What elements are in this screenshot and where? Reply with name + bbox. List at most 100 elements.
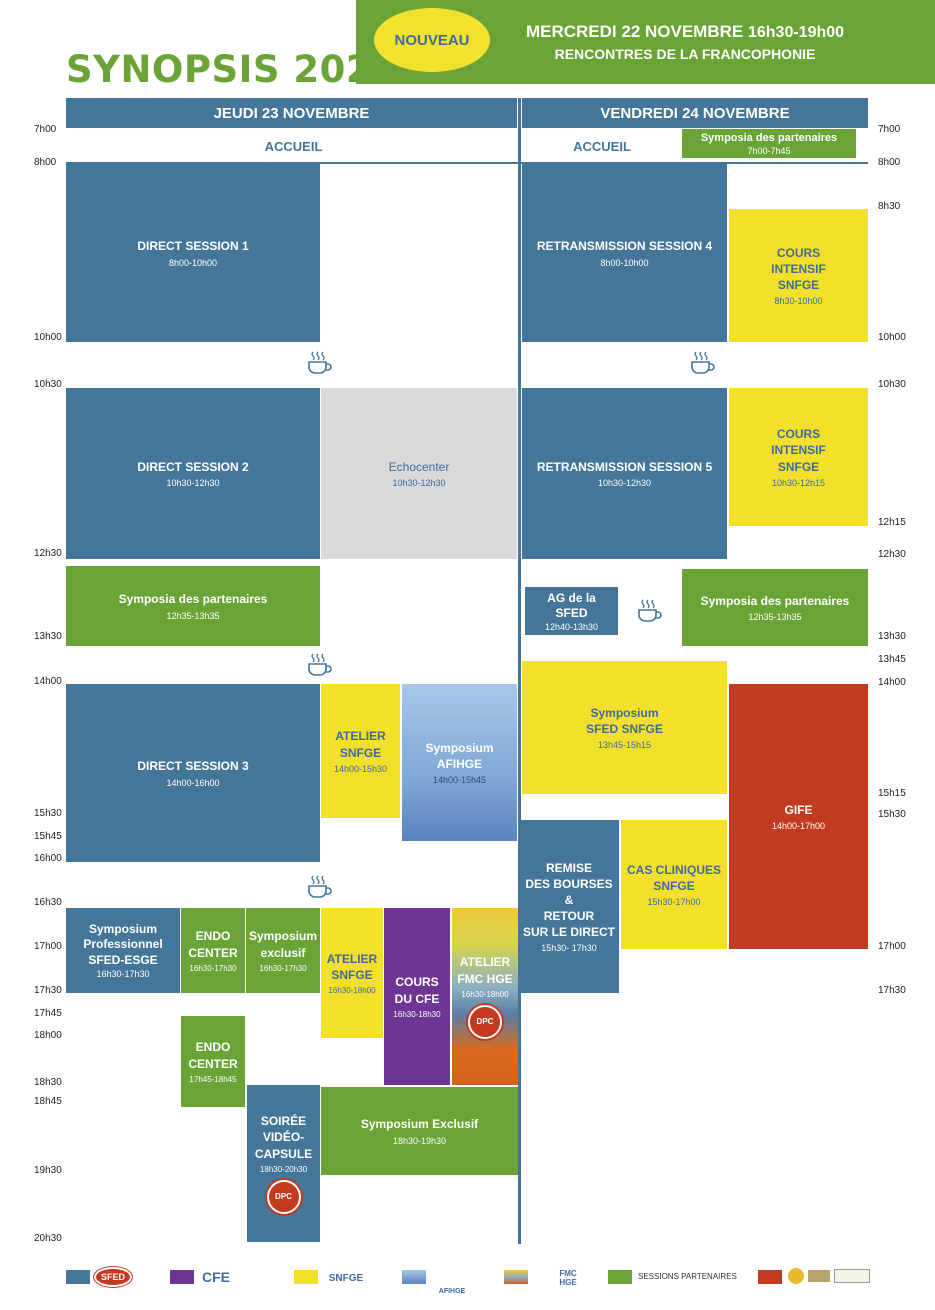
block-name: Symposia des partenaires bbox=[700, 131, 838, 144]
friday-accueil: ACCUEIL bbox=[573, 139, 631, 154]
time-label: 13h30 bbox=[878, 631, 906, 642]
block-name: DIRECT SESSION 1 bbox=[137, 239, 249, 254]
event-date: MERCREDI 22 NOVEMBRE 16h30-19h00 bbox=[495, 22, 875, 42]
legend-swatch-snfge bbox=[294, 1270, 318, 1284]
block-time: 14h00-15h30 bbox=[333, 763, 388, 774]
block-time: 12h35-13h35 bbox=[166, 610, 220, 621]
partner-logo-icon bbox=[808, 1270, 830, 1282]
block-name: Symposia des partenaires bbox=[700, 593, 850, 608]
time-label: 18h45 bbox=[34, 1096, 62, 1107]
direct-session-1[interactable]: DIRECT SESSION 1 8h00-10h00 bbox=[66, 164, 320, 342]
time-label: 10h30 bbox=[34, 379, 62, 390]
legend: SFED CFE SNFGE AFIHGE FMC HGE SESSIONS P… bbox=[66, 1265, 870, 1295]
block-time: 16h30-18h30 bbox=[393, 1009, 441, 1019]
block-name: Symposium SFED SNFGE bbox=[586, 705, 663, 736]
friday-header: VENDREDI 24 NOVEMBRE bbox=[522, 98, 868, 128]
symposium-sfed-esge[interactable]: Symposium Professionnel SFED-ESGE 16h30-… bbox=[66, 908, 180, 993]
thursday-accueil: ACCUEIL bbox=[264, 139, 323, 154]
time-label: 18h30 bbox=[34, 1077, 62, 1088]
block-time: 12h40-13h30 bbox=[544, 621, 599, 632]
block-time: 8h30-10h00 bbox=[774, 296, 823, 307]
time-label: 8h30 bbox=[878, 201, 901, 212]
time-label: 17h45 bbox=[34, 1008, 62, 1019]
coffee-cup-icon bbox=[691, 351, 715, 374]
time-label: 10h30 bbox=[878, 379, 906, 390]
atelier-fmc-hge[interactable]: ATELIER FMC HGE 16h30-18h00 DPC bbox=[452, 908, 518, 1085]
cours-intensif-snfge-1[interactable]: COURS INTENSIF SNFGE 8h30-10h00 bbox=[729, 209, 868, 342]
page-title: SYNOPSIS 2023 bbox=[66, 48, 399, 91]
endo-center-2[interactable]: ENDO CENTER 17h45-18h45 bbox=[181, 1016, 245, 1107]
soiree-video-capsule[interactable]: SOIRÉE VIDÉO- CAPSULE 18h30-20h30 DPC bbox=[247, 1085, 320, 1242]
symposium-afihge[interactable]: Symposium AFIHGE 14h00-15h45 bbox=[402, 684, 517, 841]
cfe-logo: CFE bbox=[202, 1269, 230, 1285]
block-name: ENDO CENTER bbox=[188, 1040, 238, 1071]
block-time: 12h35-13h35 bbox=[748, 612, 802, 623]
friday-symposia-noon[interactable]: Symposia des partenaires 12h35-13h35 bbox=[682, 569, 868, 646]
block-name: GIFE bbox=[784, 802, 813, 817]
time-label: 8h00 bbox=[34, 157, 57, 168]
block-name: Symposium exclusif bbox=[248, 929, 317, 960]
block-name: ATELIER SNFGE bbox=[326, 951, 378, 982]
direct-session-3[interactable]: DIRECT SESSION 3 14h00-16h00 bbox=[66, 684, 320, 862]
legend-swatch-afihge bbox=[402, 1270, 426, 1284]
gife[interactable]: GIFE 14h00-17h00 bbox=[729, 684, 868, 949]
block-time: 10h30-12h30 bbox=[166, 478, 220, 489]
afihge-logo: AFIHGE bbox=[438, 1288, 466, 1295]
symposium-sfed-snfge[interactable]: Symposium SFED SNFGE 13h45-15h15 bbox=[522, 661, 727, 794]
remise-des-bourses[interactable]: REMISE DES BOURSES & RETOUR SUR LE DIREC… bbox=[519, 820, 619, 993]
symposium-exclusif-2[interactable]: Symposium Exclusif 18h30-19h30 bbox=[321, 1087, 518, 1175]
coffee-cup-icon bbox=[308, 351, 332, 374]
coffee-cup-icon bbox=[308, 875, 332, 898]
block-time: 16h30-18h00 bbox=[461, 989, 509, 999]
time-label: 14h00 bbox=[878, 677, 906, 688]
legend-swatch-fmc bbox=[504, 1270, 528, 1284]
echocenter[interactable]: Echocenter 10h30-12h30 bbox=[321, 388, 517, 559]
atelier-snfge-1[interactable]: ATELIER SNFGE 14h00-15h30 bbox=[321, 684, 400, 818]
time-label: 17h30 bbox=[34, 985, 62, 996]
block-name: Symposia des partenaires bbox=[118, 592, 268, 607]
dpc-badge: DPC bbox=[468, 1004, 502, 1039]
event-subtitle: RENCONTRES DE LA FRANCOPHONIE bbox=[554, 46, 816, 62]
legend-swatch-gife bbox=[758, 1270, 782, 1284]
time-label: 12h15 bbox=[878, 517, 906, 528]
thursday-symposia-partenaires[interactable]: Symposia des partenaires 12h35-13h35 bbox=[66, 566, 320, 646]
block-time: 8h00-10h00 bbox=[600, 257, 649, 268]
time-label: 15h15 bbox=[878, 788, 906, 799]
block-name: DIRECT SESSION 3 bbox=[137, 759, 249, 774]
block-name: ATELIER SNFGE bbox=[335, 729, 386, 760]
retransmission-session-4[interactable]: RETRANSMISSION SESSION 4 8h00-10h00 bbox=[522, 164, 727, 342]
block-time: 8h00-10h00 bbox=[168, 257, 218, 268]
legend-partners-label: SESSIONS PARTENAIRES bbox=[638, 1272, 737, 1281]
friday-symposia-morning[interactable]: Symposia des partenaires 7h00-7h45 bbox=[682, 129, 856, 158]
legend-swatch-cfe bbox=[170, 1270, 194, 1284]
time-label: 10h00 bbox=[878, 332, 906, 343]
cours-intensif-snfge-2[interactable]: COURS INTENSIF SNFGE 10h30-12h15 bbox=[729, 388, 868, 526]
time-label: 17h30 bbox=[878, 985, 906, 996]
legend-swatch-partners bbox=[608, 1270, 632, 1284]
block-name: COURS INTENSIF SNFGE bbox=[771, 245, 826, 293]
cours-du-cfe[interactable]: COURS DU CFE 16h30-18h30 bbox=[384, 908, 450, 1085]
retransmission-session-5[interactable]: RETRANSMISSION SESSION 5 10h30-12h30 bbox=[522, 388, 727, 559]
legend-swatch-sfed bbox=[66, 1270, 90, 1284]
block-time: 10h30-12h30 bbox=[597, 478, 652, 489]
snfge-logo: SNFGE bbox=[328, 1272, 364, 1284]
symposium-exclusif-1[interactable]: Symposium exclusif 16h30-17h30 bbox=[246, 908, 320, 993]
time-label: 19h30 bbox=[34, 1165, 62, 1176]
time-label: 17h00 bbox=[878, 941, 906, 952]
block-name: AG de la SFED bbox=[547, 590, 596, 620]
direct-session-2[interactable]: DIRECT SESSION 2 10h30-12h30 bbox=[66, 388, 320, 559]
block-time: 16h30-17h30 bbox=[259, 963, 307, 973]
endo-center-1[interactable]: ENDO CENTER 16h30-17h30 bbox=[181, 908, 245, 993]
coffee-cup-icon bbox=[308, 653, 332, 676]
time-label: 8h00 bbox=[878, 157, 901, 168]
atelier-snfge-2[interactable]: ATELIER SNFGE 16h30-18h00 bbox=[321, 908, 383, 1038]
block-name: RETRANSMISSION SESSION 4 bbox=[536, 239, 713, 254]
block-name: SOIRÉE VIDÉO- CAPSULE bbox=[254, 1114, 313, 1161]
time-label: 14h00 bbox=[34, 676, 62, 687]
day-separator bbox=[518, 98, 521, 1244]
block-time: 13h45-15h15 bbox=[597, 740, 652, 751]
block-name: RETRANSMISSION SESSION 5 bbox=[536, 459, 713, 474]
cas-cliniques-snfge[interactable]: CAS CLINIQUES SNFGE 15h30-17h00 bbox=[621, 820, 727, 949]
ag-sfed[interactable]: AG de la SFED 12h40-13h30 bbox=[525, 587, 618, 635]
time-label: 15h45 bbox=[34, 831, 62, 842]
